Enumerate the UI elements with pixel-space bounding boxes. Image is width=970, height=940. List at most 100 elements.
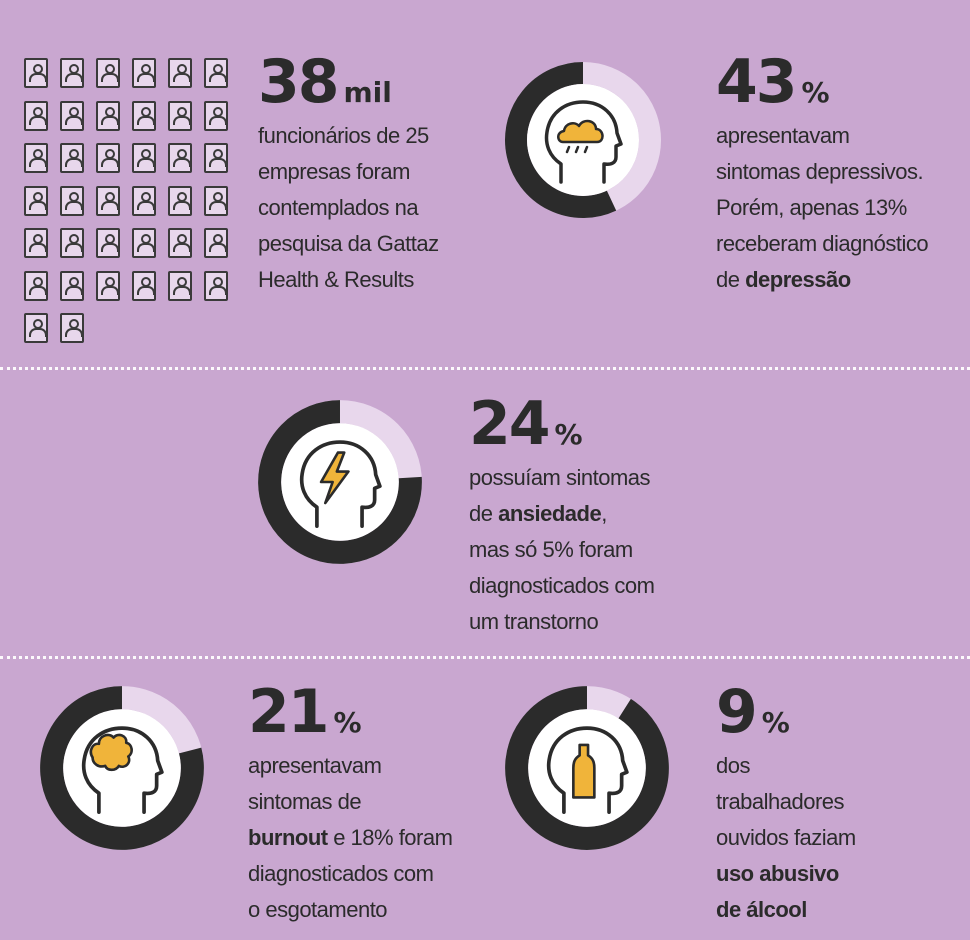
employee-id-icon <box>204 143 228 173</box>
anxiety-number: 24 <box>469 389 550 459</box>
employee-id-icon <box>96 58 120 88</box>
employee-id-icon <box>24 270 48 301</box>
burnout-desc-line: diagnosticados com <box>248 861 434 886</box>
alcohol-description: dos trabalhadores ouvidos faziam uso abu… <box>716 748 956 928</box>
alcohol-donut <box>505 686 669 850</box>
employee-id-icon <box>60 313 84 343</box>
employee-id-icon <box>24 313 48 343</box>
burnout-description: apresentavam sintomas de burnout e 18% f… <box>248 748 508 928</box>
employee-id-icon <box>132 143 156 173</box>
anxiety-desc-line-bold: de ansiedade, <box>469 496 729 532</box>
alcohol-desc-line-bold: uso abusivo <box>716 856 956 892</box>
burnt-brain-head-icon <box>81 726 164 814</box>
employee-id-icon <box>168 143 192 173</box>
employee-id-icon <box>168 228 192 258</box>
employee-id-icon <box>24 185 48 216</box>
employees-desc-line: Health & Results <box>258 267 414 292</box>
employee-id-icon <box>204 58 228 88</box>
anxiety-suffix: , <box>601 501 607 526</box>
rain-cloud-head-icon <box>544 100 623 184</box>
depression-prefix: de <box>716 267 746 292</box>
employee-id-icon <box>168 270 192 301</box>
depression-desc-line: sintomas depressivos. <box>716 159 924 184</box>
employees-number: 38 <box>258 47 339 117</box>
employee-id-icon <box>60 100 84 131</box>
depression-number: 43 <box>716 47 797 117</box>
employees-desc-line: empresas foram <box>258 159 410 184</box>
burnout-stat: 21% apresentavam sintomas de burnout e 1… <box>248 682 508 928</box>
bottle-head-icon <box>546 726 629 814</box>
depression-desc-line: Porém, apenas 13% <box>716 195 907 220</box>
burnout-number: 21 <box>248 677 329 747</box>
employee-id-icon <box>204 185 228 216</box>
employee-id-icon <box>60 270 84 301</box>
depression-donut <box>505 62 661 218</box>
depression-stat: 43% apresentavam sintomas depressivos. P… <box>716 52 961 298</box>
anxiety-headline: 24% <box>469 394 729 454</box>
alcohol-desc-line: ouvidos faziam <box>716 825 856 850</box>
depression-desc-line-last: de depressão <box>716 262 961 298</box>
employee-id-icon <box>168 58 192 88</box>
employee-id-icon <box>96 143 120 173</box>
alcohol-ring-arc <box>505 686 669 850</box>
burnout-keyword: burnout <box>248 825 328 850</box>
employee-id-icon <box>96 228 120 258</box>
employee-icon-grid <box>24 58 240 358</box>
lightning-head-icon <box>299 440 382 528</box>
employee-id-icon <box>132 100 156 131</box>
employee-id-icon <box>24 100 48 131</box>
employee-id-icon <box>132 228 156 258</box>
employee-id-icon <box>96 100 120 131</box>
depression-desc-line: apresentavam <box>716 123 850 148</box>
alcohol-number: 9 <box>716 677 758 747</box>
dotted-separator-bottom <box>0 656 970 659</box>
employees-stat: 38 mil funcionários de 25 empresas foram … <box>258 52 498 298</box>
alcohol-headline: 9% <box>716 682 956 742</box>
anxiety-description: possuíam sintomas de ansiedade, mas só 5… <box>469 460 729 640</box>
burnout-donut <box>40 686 204 850</box>
employee-id-icon <box>168 185 192 216</box>
burnout-after-keyword: e 18% foram <box>327 825 453 850</box>
depression-ring-arc <box>505 62 617 218</box>
employee-id-icon <box>132 270 156 301</box>
burnout-desc-line: apresentavam <box>248 753 382 778</box>
employee-id-icon <box>24 143 48 173</box>
employee-id-icon <box>204 228 228 258</box>
anxiety-prefix: de <box>469 501 499 526</box>
employee-id-icon <box>24 58 48 88</box>
anxiety-desc-line: um transtorno <box>469 609 599 634</box>
anxiety-donut <box>258 400 422 564</box>
alcohol-keyword: uso abusivo <box>716 861 839 886</box>
burnout-headline: 21% <box>248 682 508 742</box>
alcohol-desc-line: dos <box>716 753 750 778</box>
employee-id-icon <box>204 270 228 301</box>
alcohol-stat: 9% dos trabalhadores ouvidos faziam uso … <box>716 682 956 928</box>
alcohol-desc-line: trabalhadores <box>716 789 845 814</box>
anxiety-desc-line: diagnosticados com <box>469 573 655 598</box>
burnout-unit: % <box>333 706 362 739</box>
alcohol-keyword: de álcool <box>716 897 807 922</box>
employees-unit: mil <box>343 76 392 109</box>
employee-id-icon <box>60 228 84 258</box>
alcohol-desc-line-bold: de álcool <box>716 892 956 928</box>
employees-description: funcionários de 25 empresas foram contem… <box>258 118 498 298</box>
employees-desc-line: contemplados na <box>258 195 419 220</box>
anxiety-unit: % <box>554 418 583 451</box>
depression-keyword: depressão <box>745 267 851 292</box>
depression-headline: 43% <box>716 52 961 112</box>
employee-id-icon <box>24 228 48 258</box>
employee-id-icon <box>204 100 228 131</box>
employees-desc-line: funcionários de 25 <box>258 123 429 148</box>
employee-id-icon <box>60 185 84 216</box>
employee-id-icon <box>96 270 120 301</box>
burnout-desc-line-bold: burnout e 18% foram <box>248 820 508 856</box>
employees-headline: 38 mil <box>258 52 498 112</box>
employee-id-icon <box>96 185 120 216</box>
depression-description: apresentavam sintomas depressivos. Porém… <box>716 118 961 298</box>
depression-desc-line: receberam diagnóstico <box>716 231 929 256</box>
burnout-ring-arc <box>40 686 204 850</box>
employee-id-icon <box>132 185 156 216</box>
anxiety-stat: 24% possuíam sintomas de ansiedade, mas … <box>469 394 729 640</box>
employees-desc-line: pesquisa da Gattaz <box>258 231 439 256</box>
burnout-desc-line: o esgotamento <box>248 897 388 922</box>
